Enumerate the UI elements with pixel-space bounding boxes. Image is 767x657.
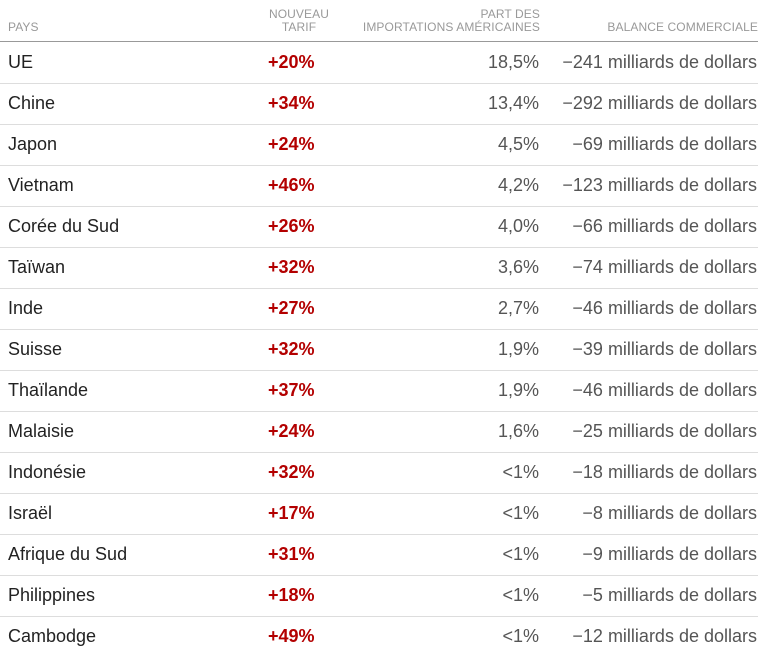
cell-tarif: +24%	[268, 134, 315, 154]
cell-part: <1%	[502, 585, 539, 605]
cell-tarif: +32%	[268, 462, 315, 482]
table-row: Israël +17% <1% −8 milliards de dollars	[0, 493, 758, 535]
cell-balance: −292 milliards de dollars	[562, 93, 757, 113]
cell-pays: Vietnam	[8, 175, 74, 195]
header-balance-label: BALANCE COMMERCIALE	[607, 20, 758, 34]
table-row: Inde +27% 2,7% −46 milliards de dollars	[0, 288, 758, 330]
table-row: Suisse +32% 1,9% −39 milliards de dollars	[0, 329, 758, 371]
cell-pays: Chine	[8, 93, 56, 113]
cell-part: 13,4%	[487, 93, 539, 113]
header-tarif: NOUVEAU TARIF	[268, 8, 330, 34]
cell-pays: Japon	[8, 134, 58, 154]
header-tarif-line2: TARIF	[281, 20, 317, 34]
table-row: Cambodge +49% <1% −12 milliards de dollars	[0, 616, 758, 657]
cell-balance: −69 milliards de dollars	[572, 134, 757, 154]
cell-pays: Afrique du Sud	[8, 544, 128, 564]
cell-balance: −18 milliards de dollars	[572, 462, 757, 482]
cell-part: 1,9%	[497, 339, 539, 359]
cell-balance: −39 milliards de dollars	[572, 339, 757, 359]
header-tarif-line1: NOUVEAU	[268, 7, 330, 21]
table-row: Vietnam +46% 4,2% −123 milliards de dollars	[0, 165, 758, 207]
cell-part: 4,2%	[497, 175, 539, 195]
cell-part: <1%	[502, 462, 539, 482]
header-part-line2: IMPORTATIONS AMÉRICAINES	[362, 20, 540, 34]
cell-pays: Philippines	[8, 585, 96, 605]
cell-balance: −46 milliards de dollars	[572, 298, 757, 318]
cell-balance: −66 milliards de dollars	[572, 216, 757, 236]
cell-part: 4,5%	[497, 134, 539, 154]
table-row: Chine +34% 13,4% −292 milliards de dollars	[0, 83, 758, 125]
header-part-line1: PART DES	[480, 7, 540, 21]
cell-part: 1,6%	[497, 421, 539, 441]
cell-part: <1%	[502, 544, 539, 564]
cell-tarif: +26%	[268, 216, 315, 236]
cell-pays: UE	[8, 52, 34, 72]
cell-balance: −9 milliards de dollars	[582, 544, 757, 564]
cell-part: 4,0%	[497, 216, 539, 236]
cell-tarif: +46%	[268, 175, 315, 195]
table-row: Indonésie +32% <1% −18 milliards de dollars	[0, 452, 758, 494]
cell-tarif: +32%	[268, 257, 315, 277]
cell-pays: Indonésie	[8, 462, 87, 482]
cell-balance: −241 milliards de dollars	[562, 52, 757, 72]
cell-tarif: +27%	[268, 298, 315, 318]
cell-tarif: +20%	[268, 52, 315, 72]
cell-part: <1%	[502, 626, 539, 646]
cell-balance: −12 milliards de dollars	[572, 626, 757, 646]
cell-tarif: +49%	[268, 626, 315, 646]
header-balance: BALANCE COMMERCIALE	[607, 21, 758, 34]
cell-tarif: +18%	[268, 585, 315, 605]
header-part: PART DES IMPORTATIONS AMÉRICAINES	[363, 8, 540, 34]
cell-pays: Thaïlande	[8, 380, 89, 400]
cell-balance: −8 milliards de dollars	[582, 503, 757, 523]
cell-balance: −123 milliards de dollars	[562, 175, 757, 195]
cell-part: 18,5%	[487, 52, 539, 72]
cell-tarif: +34%	[268, 93, 315, 113]
cell-pays: Suisse	[8, 339, 63, 359]
table-row: Afrique du Sud +31% <1% −9 milliards de dol…	[0, 534, 758, 576]
cell-tarif: +37%	[268, 380, 315, 400]
table-row: Corée du Sud +26% 4,0% −66 milliards de dol…	[0, 206, 758, 248]
table-row: Thaïlande +37% 1,9% −46 milliards de dollar…	[0, 370, 758, 412]
cell-pays: Inde	[8, 298, 44, 318]
cell-part: 2,7%	[497, 298, 539, 318]
cell-balance: −25 milliards de dollars	[572, 421, 757, 441]
table-row: Philippines +18% <1% −5 milliards de dollar…	[0, 575, 758, 617]
header-pays: PAYS	[8, 21, 39, 34]
table-row: Malaisie +24% 1,6% −25 milliards de dollars	[0, 411, 758, 453]
cell-pays: Taïwan	[8, 257, 66, 277]
cell-balance: −46 milliards de dollars	[572, 380, 757, 400]
cell-balance: −5 milliards de dollars	[582, 585, 757, 605]
table-row: Japon +24% 4,5% −69 milliards de dollars	[0, 124, 758, 166]
cell-pays: Cambodge	[8, 626, 97, 646]
cell-tarif: +24%	[268, 421, 315, 441]
cell-pays: Malaisie	[8, 421, 75, 441]
cell-tarif: +32%	[268, 339, 315, 359]
header-divider	[0, 41, 758, 42]
cell-tarif: +31%	[268, 544, 315, 564]
cell-tarif: +17%	[268, 503, 315, 523]
header-pays-label: PAYS	[8, 20, 39, 34]
cell-part: <1%	[502, 503, 539, 523]
cell-balance: −74 milliards de dollars	[572, 257, 757, 277]
table-row: UE +20% 18,5% −241 milliards de dollars	[0, 42, 758, 84]
cell-pays: Corée du Sud	[8, 216, 120, 236]
cell-part: 3,6%	[497, 257, 539, 277]
table-row: Taïwan +32% 3,6% −74 milliards de dollars	[0, 247, 758, 289]
cell-part: 1,9%	[497, 380, 539, 400]
cell-pays: Israël	[8, 503, 53, 523]
